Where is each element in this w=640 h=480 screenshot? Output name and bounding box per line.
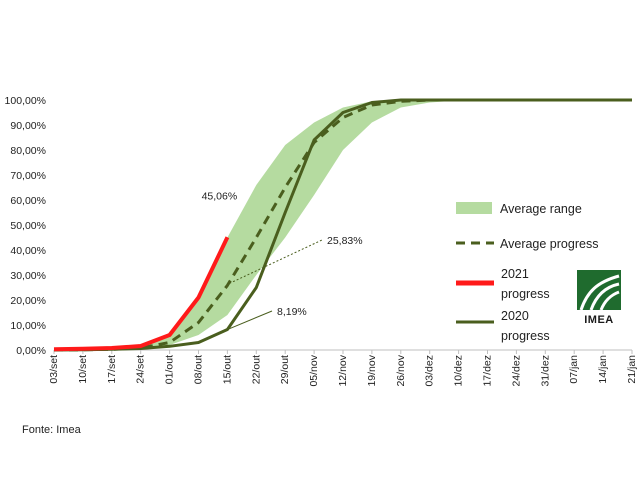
series-line-2021-progress [53, 236, 230, 352]
annotation-2020-label: 8,19% [277, 306, 307, 318]
y-tick-label: 20,00% [10, 295, 46, 307]
y-tick-label: 10,00% [10, 320, 46, 332]
x-tick-label: 15/out [221, 355, 233, 384]
y-tick-label: 60,00% [10, 195, 46, 207]
x-tick-label: 10/dez [453, 355, 465, 387]
x-tick-label: 31/dez [539, 355, 551, 387]
legend: Average range Average progress 2021 progres… [456, 202, 598, 343]
x-tick-label: 08/out [193, 355, 205, 384]
y-tick-label: 70,00% [10, 170, 46, 182]
x-tick-label: 12/nov [337, 354, 349, 386]
x-tick-label: 21/jan [626, 355, 638, 384]
y-tick-label: 30,00% [10, 270, 46, 282]
y-tick-label: 100,00% [5, 95, 46, 107]
x-tick-label: 24/dez [510, 355, 522, 387]
x-tick-label: 03/dez [424, 355, 436, 387]
y-tick-label: 90,00% [10, 120, 46, 132]
range-band-area [54, 100, 632, 350]
x-tick-label: 29/out [279, 355, 291, 384]
x-tick-label: 24/set [135, 355, 147, 384]
source-note: Fonte: Imea [22, 424, 81, 436]
imea-logo: IMEA [577, 270, 621, 326]
annotation-2021-label: 45,06% [202, 190, 238, 202]
annotation-average-label: 25,83% [327, 235, 363, 247]
annotation-average-leader [229, 239, 323, 284]
legend-label-average-range: Average range [500, 202, 582, 216]
x-tick-label: 10/set [77, 355, 89, 384]
x-tick-label: 14/jan [597, 355, 609, 384]
x-tick-label: 17/set [106, 355, 118, 384]
x-tick-label: 19/nov [366, 354, 378, 386]
legend-label-2021-line1: 2021 [501, 267, 529, 281]
x-tick-label: 22/out [250, 355, 262, 384]
x-tick-label: 26/nov [395, 354, 407, 386]
y-tick-label: 80,00% [10, 145, 46, 157]
x-tick-label: 01/out [164, 355, 176, 384]
legend-label-2020-line2: progress [501, 329, 550, 343]
x-tick-label: 05/nov [308, 354, 320, 386]
annotation-2020-leader [227, 310, 273, 330]
x-tick-label: 07/jan [568, 355, 580, 384]
legend-label-2021-line2: progress [501, 287, 550, 301]
series-line-2020-progress [53, 98, 632, 352]
range-band-layer [54, 100, 632, 350]
legend-label-average-progress: Average progress [500, 237, 598, 251]
legend-label-2020-line1: 2020 [501, 309, 529, 323]
series-layer [53, 98, 632, 352]
y-tick-label: 40,00% [10, 245, 46, 257]
annotation-layer: 45,06% 25,83% 8,19% [202, 190, 363, 330]
y-tick-label: 0,00% [16, 345, 46, 357]
axis-layer: 0,00% 10,00% 20,00% 30,00% 40,00% 50,00% 60,00… [5, 95, 638, 387]
legend-swatch-average-range [456, 202, 492, 214]
x-tick-label: 17/dez [482, 355, 494, 387]
imea-logo-text: IMEA [584, 314, 614, 326]
series-line-average-progress [53, 98, 632, 352]
y-tick-label: 50,00% [10, 220, 46, 232]
x-tick-label: 03/set [48, 355, 60, 384]
